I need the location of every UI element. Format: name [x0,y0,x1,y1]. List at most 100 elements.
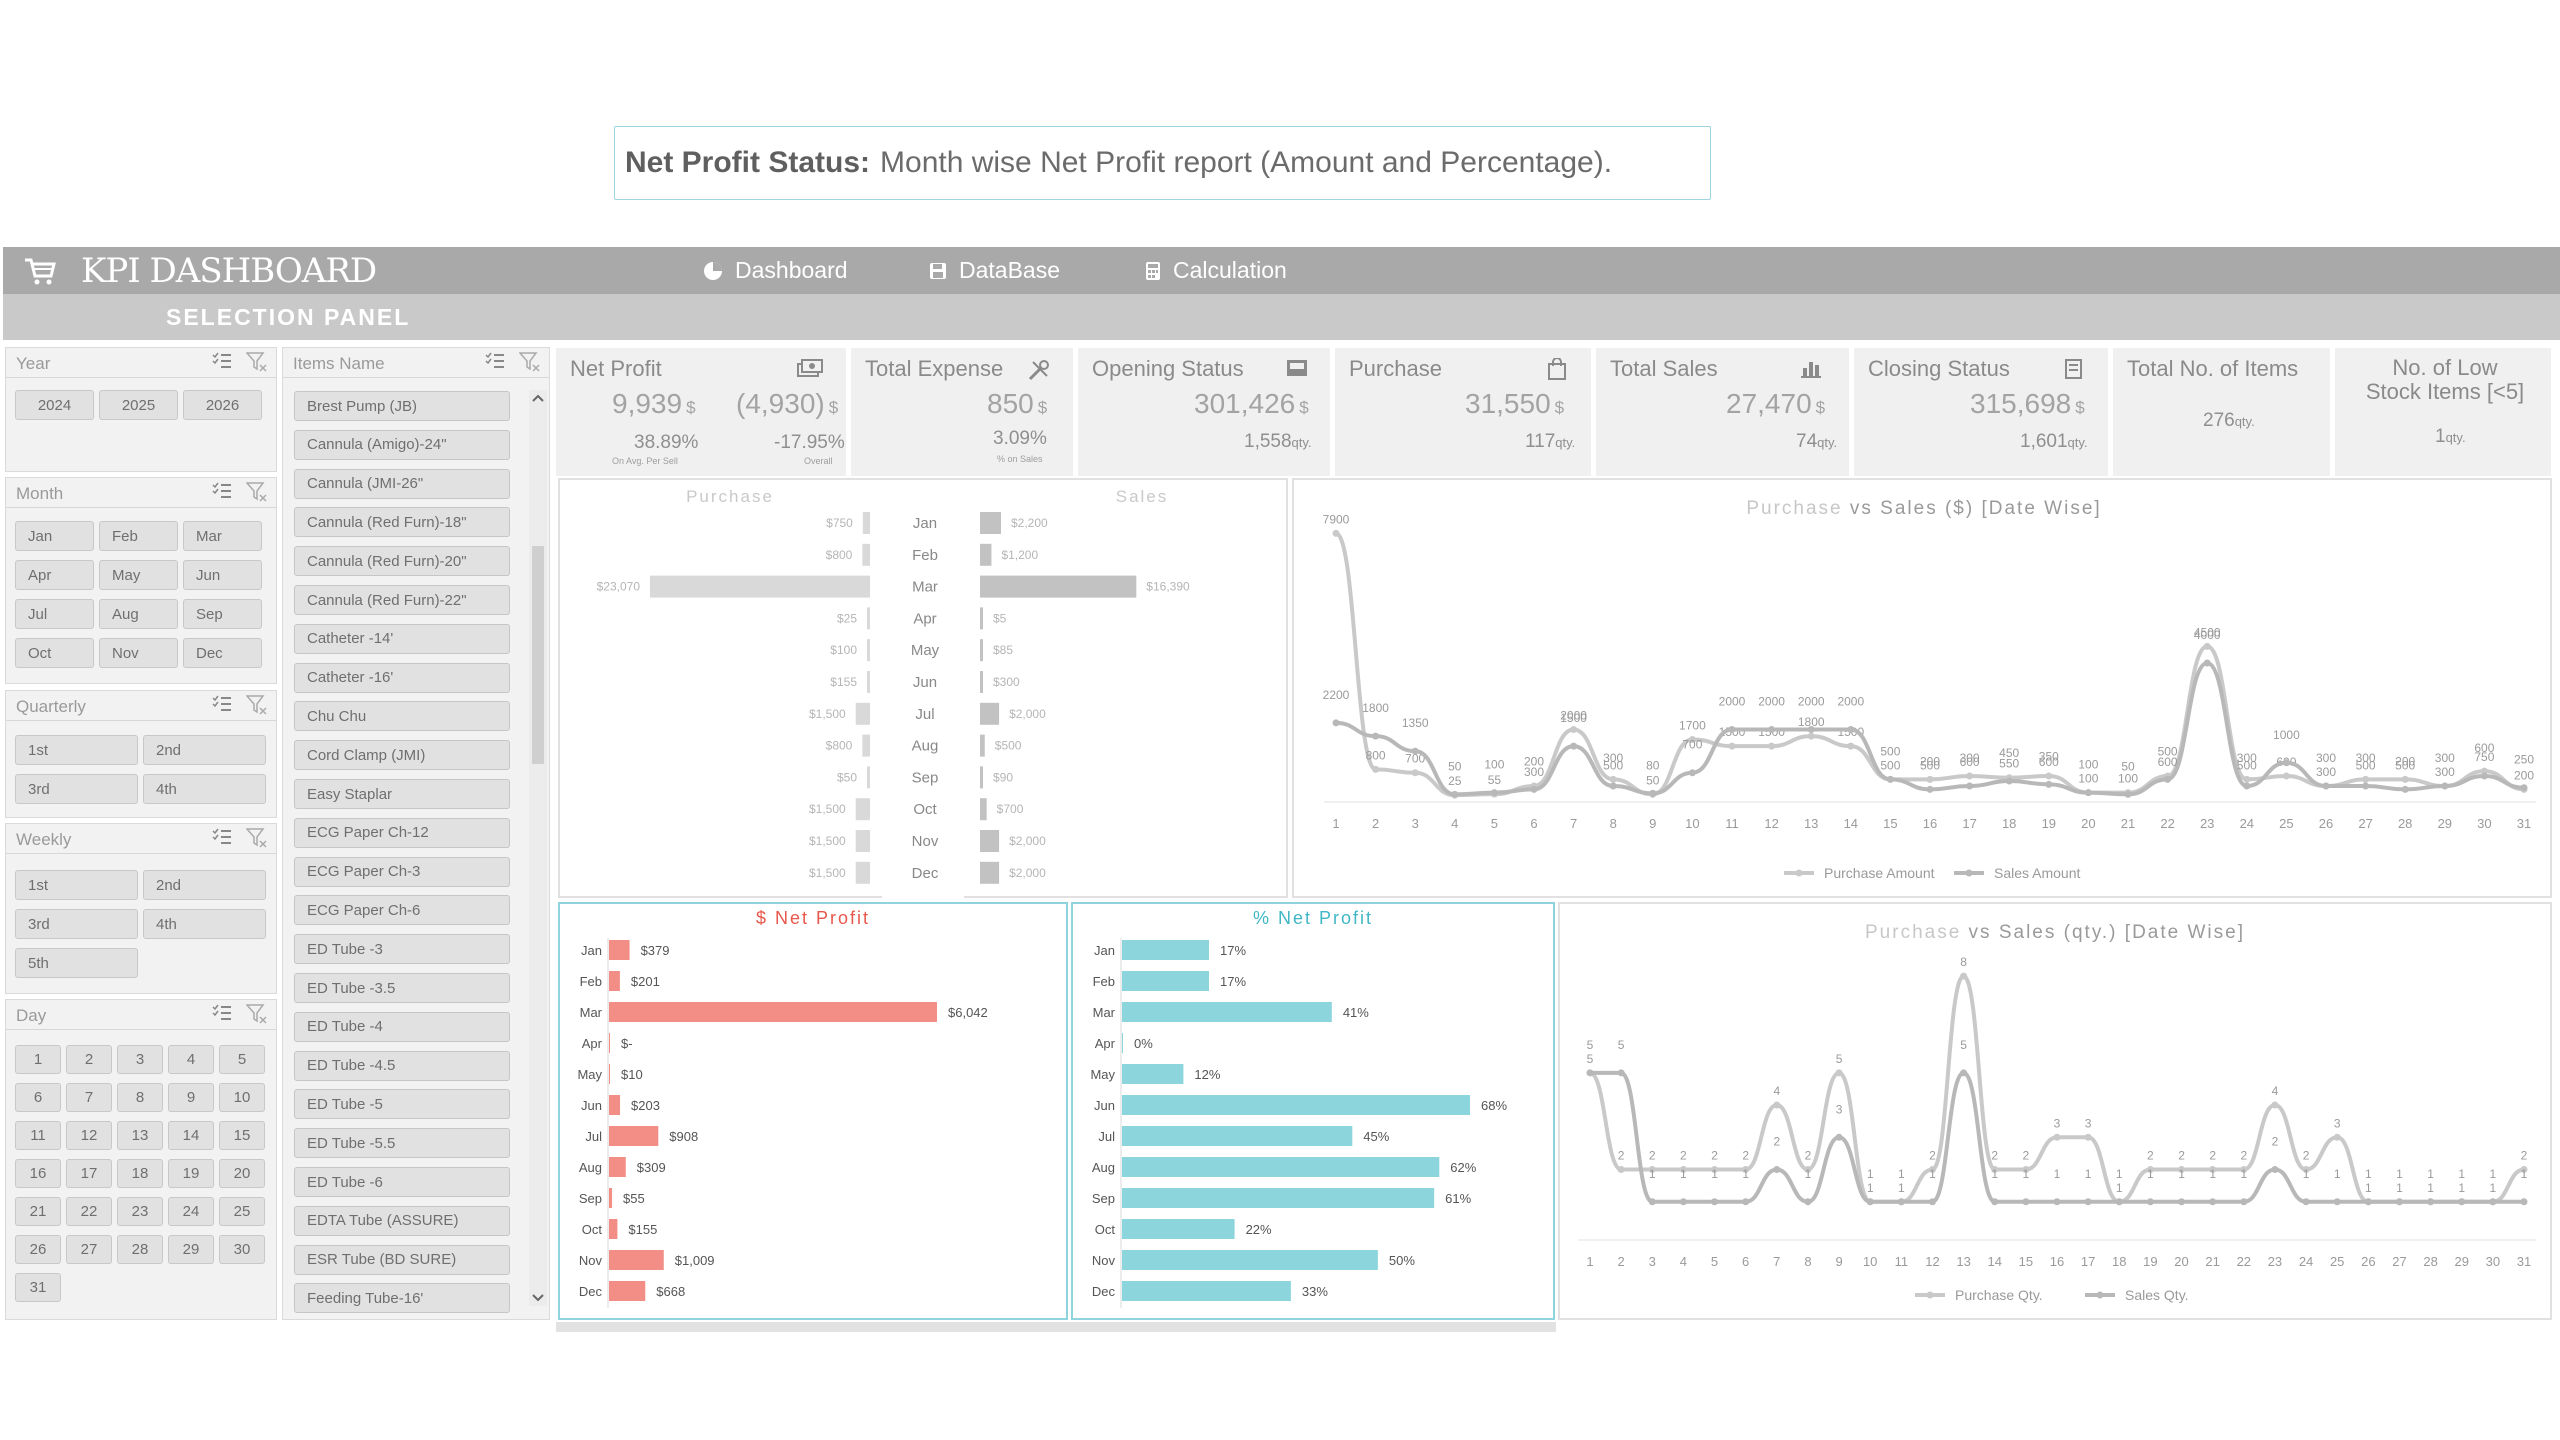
day-18-button[interactable]: 18 [117,1159,163,1188]
month-jan-button[interactable]: Jan [15,521,94,551]
clear-filter-icon[interactable] [245,695,268,720]
week-3rd-button[interactable]: 3rd [15,909,138,939]
week-5th-button[interactable]: 5th [15,948,138,978]
month-aug-button[interactable]: Aug [99,599,178,629]
day-22-button[interactable]: 22 [66,1197,112,1226]
items-scrollbar[interactable] [529,390,547,1306]
day-4-button[interactable]: 4 [168,1045,214,1074]
week-1st-button[interactable]: 1st [15,870,138,900]
day-14-button[interactable]: 14 [168,1121,214,1150]
nav-dashboard[interactable]: Dashboard [703,247,848,294]
day-24-button[interactable]: 24 [168,1197,214,1226]
item-option[interactable]: ECG Paper Ch-12 [294,817,510,848]
year-2025-button[interactable]: 2025 [99,390,178,420]
scroll-up-icon[interactable] [529,390,547,406]
quarter-4th-button[interactable]: 4th [143,774,266,804]
item-option[interactable]: Cannula (JMI-26" [294,468,510,499]
day-10-button[interactable]: 10 [219,1083,265,1112]
day-26-button[interactable]: 26 [15,1235,61,1264]
item-option[interactable]: Cannula (Red Furn)-22" [294,585,510,615]
month-feb-button[interactable]: Feb [99,521,178,551]
item-option[interactable]: Cannula (Red Furn)-18" [294,507,510,538]
item-option[interactable]: Catheter -14' [294,623,510,654]
day-3-button[interactable]: 3 [117,1045,163,1074]
item-option[interactable]: Chu Chu [294,701,510,732]
day-30-button[interactable]: 30 [219,1235,265,1264]
item-option[interactable]: Brest Pump (JB) [294,391,510,421]
item-option[interactable]: ECG Paper Ch-3 [294,856,510,887]
x-tick-label: 8 [1610,816,1617,831]
day-21-button[interactable]: 21 [15,1197,61,1226]
day-7-button[interactable]: 7 [66,1083,112,1112]
month-nov-button[interactable]: Nov [99,638,178,668]
item-option[interactable]: Easy Staplar [294,779,510,809]
scroll-thumb[interactable] [532,546,544,764]
day-31-button[interactable]: 31 [15,1273,61,1302]
item-option[interactable]: ESR Tube (BD SURE) [294,1244,510,1275]
item-option[interactable]: EDTA Tube (ASSURE) [294,1205,510,1236]
clear-filter-icon[interactable] [245,1004,268,1029]
day-13-button[interactable]: 13 [117,1121,163,1150]
multi-select-icon[interactable] [485,352,505,377]
month-jul-button[interactable]: Jul [15,599,94,629]
item-option[interactable]: ECG Paper Ch-6 [294,895,510,926]
day-19-button[interactable]: 19 [168,1159,214,1188]
item-option[interactable]: Feeding Tube-16' [294,1283,510,1314]
item-option[interactable]: ED Tube -5.5 [294,1128,510,1159]
month-may-button[interactable]: May [99,560,178,590]
quarter-3rd-button[interactable]: 3rd [15,774,138,804]
day-2-button[interactable]: 2 [66,1045,112,1074]
item-option[interactable]: Cannula (Amigo)-24" [294,429,510,460]
quarter-1st-button[interactable]: 1st [15,735,138,765]
month-dec-button[interactable]: Dec [183,638,262,668]
day-20-button[interactable]: 20 [219,1159,265,1188]
item-option[interactable]: ED Tube -3.5 [294,973,510,1003]
item-option[interactable]: ED Tube -5 [294,1089,510,1120]
item-option[interactable]: Cannula (Red Furn)-20" [294,546,510,577]
item-option[interactable]: ED Tube -4 [294,1011,510,1042]
day-17-button[interactable]: 17 [66,1159,112,1188]
month-sep-button[interactable]: Sep [183,599,262,629]
day-5-button[interactable]: 5 [219,1045,265,1074]
day-29-button[interactable]: 29 [168,1235,214,1264]
day-8-button[interactable]: 8 [117,1083,163,1112]
day-25-button[interactable]: 25 [219,1197,265,1226]
item-option[interactable]: ED Tube -4.5 [294,1050,510,1081]
day-1-button[interactable]: 1 [15,1045,61,1074]
clear-filter-icon[interactable] [245,482,268,507]
week-4th-button[interactable]: 4th [143,909,266,939]
year-2026-button[interactable]: 2026 [183,390,262,420]
nav-calculation[interactable]: Calculation [1145,247,1287,294]
multi-select-icon[interactable] [212,695,232,720]
clear-filter-icon[interactable] [518,352,541,377]
month-mar-button[interactable]: Mar [183,521,262,551]
x-tick-label: 25 [2279,816,2293,831]
item-option[interactable]: Catheter -16' [294,662,510,693]
month-jun-button[interactable]: Jun [183,560,262,590]
clear-filter-icon[interactable] [245,828,268,853]
day-15-button[interactable]: 15 [219,1121,265,1150]
multi-select-icon[interactable] [212,352,232,377]
day-16-button[interactable]: 16 [15,1159,61,1188]
scroll-down-icon[interactable] [529,1290,547,1306]
day-12-button[interactable]: 12 [66,1121,112,1150]
day-6-button[interactable]: 6 [15,1083,61,1112]
multi-select-icon[interactable] [212,1004,232,1029]
item-option[interactable]: ED Tube -3 [294,934,510,965]
quarter-2nd-button[interactable]: 2nd [143,735,266,765]
day-23-button[interactable]: 23 [117,1197,163,1226]
item-option[interactable]: Cord Clamp (JMI) [294,740,510,771]
day-11-button[interactable]: 11 [15,1121,61,1150]
day-28-button[interactable]: 28 [117,1235,163,1264]
day-9-button[interactable]: 9 [168,1083,214,1112]
multi-select-icon[interactable] [212,482,232,507]
month-apr-button[interactable]: Apr [15,560,94,590]
item-option[interactable]: ED Tube -6 [294,1167,510,1197]
week-2nd-button[interactable]: 2nd [143,870,266,900]
month-oct-button[interactable]: Oct [15,638,94,668]
nav-database[interactable]: DataBase [929,247,1060,294]
day-27-button[interactable]: 27 [66,1235,112,1264]
clear-filter-icon[interactable] [245,352,268,377]
multi-select-icon[interactable] [212,828,232,853]
year-2024-button[interactable]: 2024 [15,390,94,420]
